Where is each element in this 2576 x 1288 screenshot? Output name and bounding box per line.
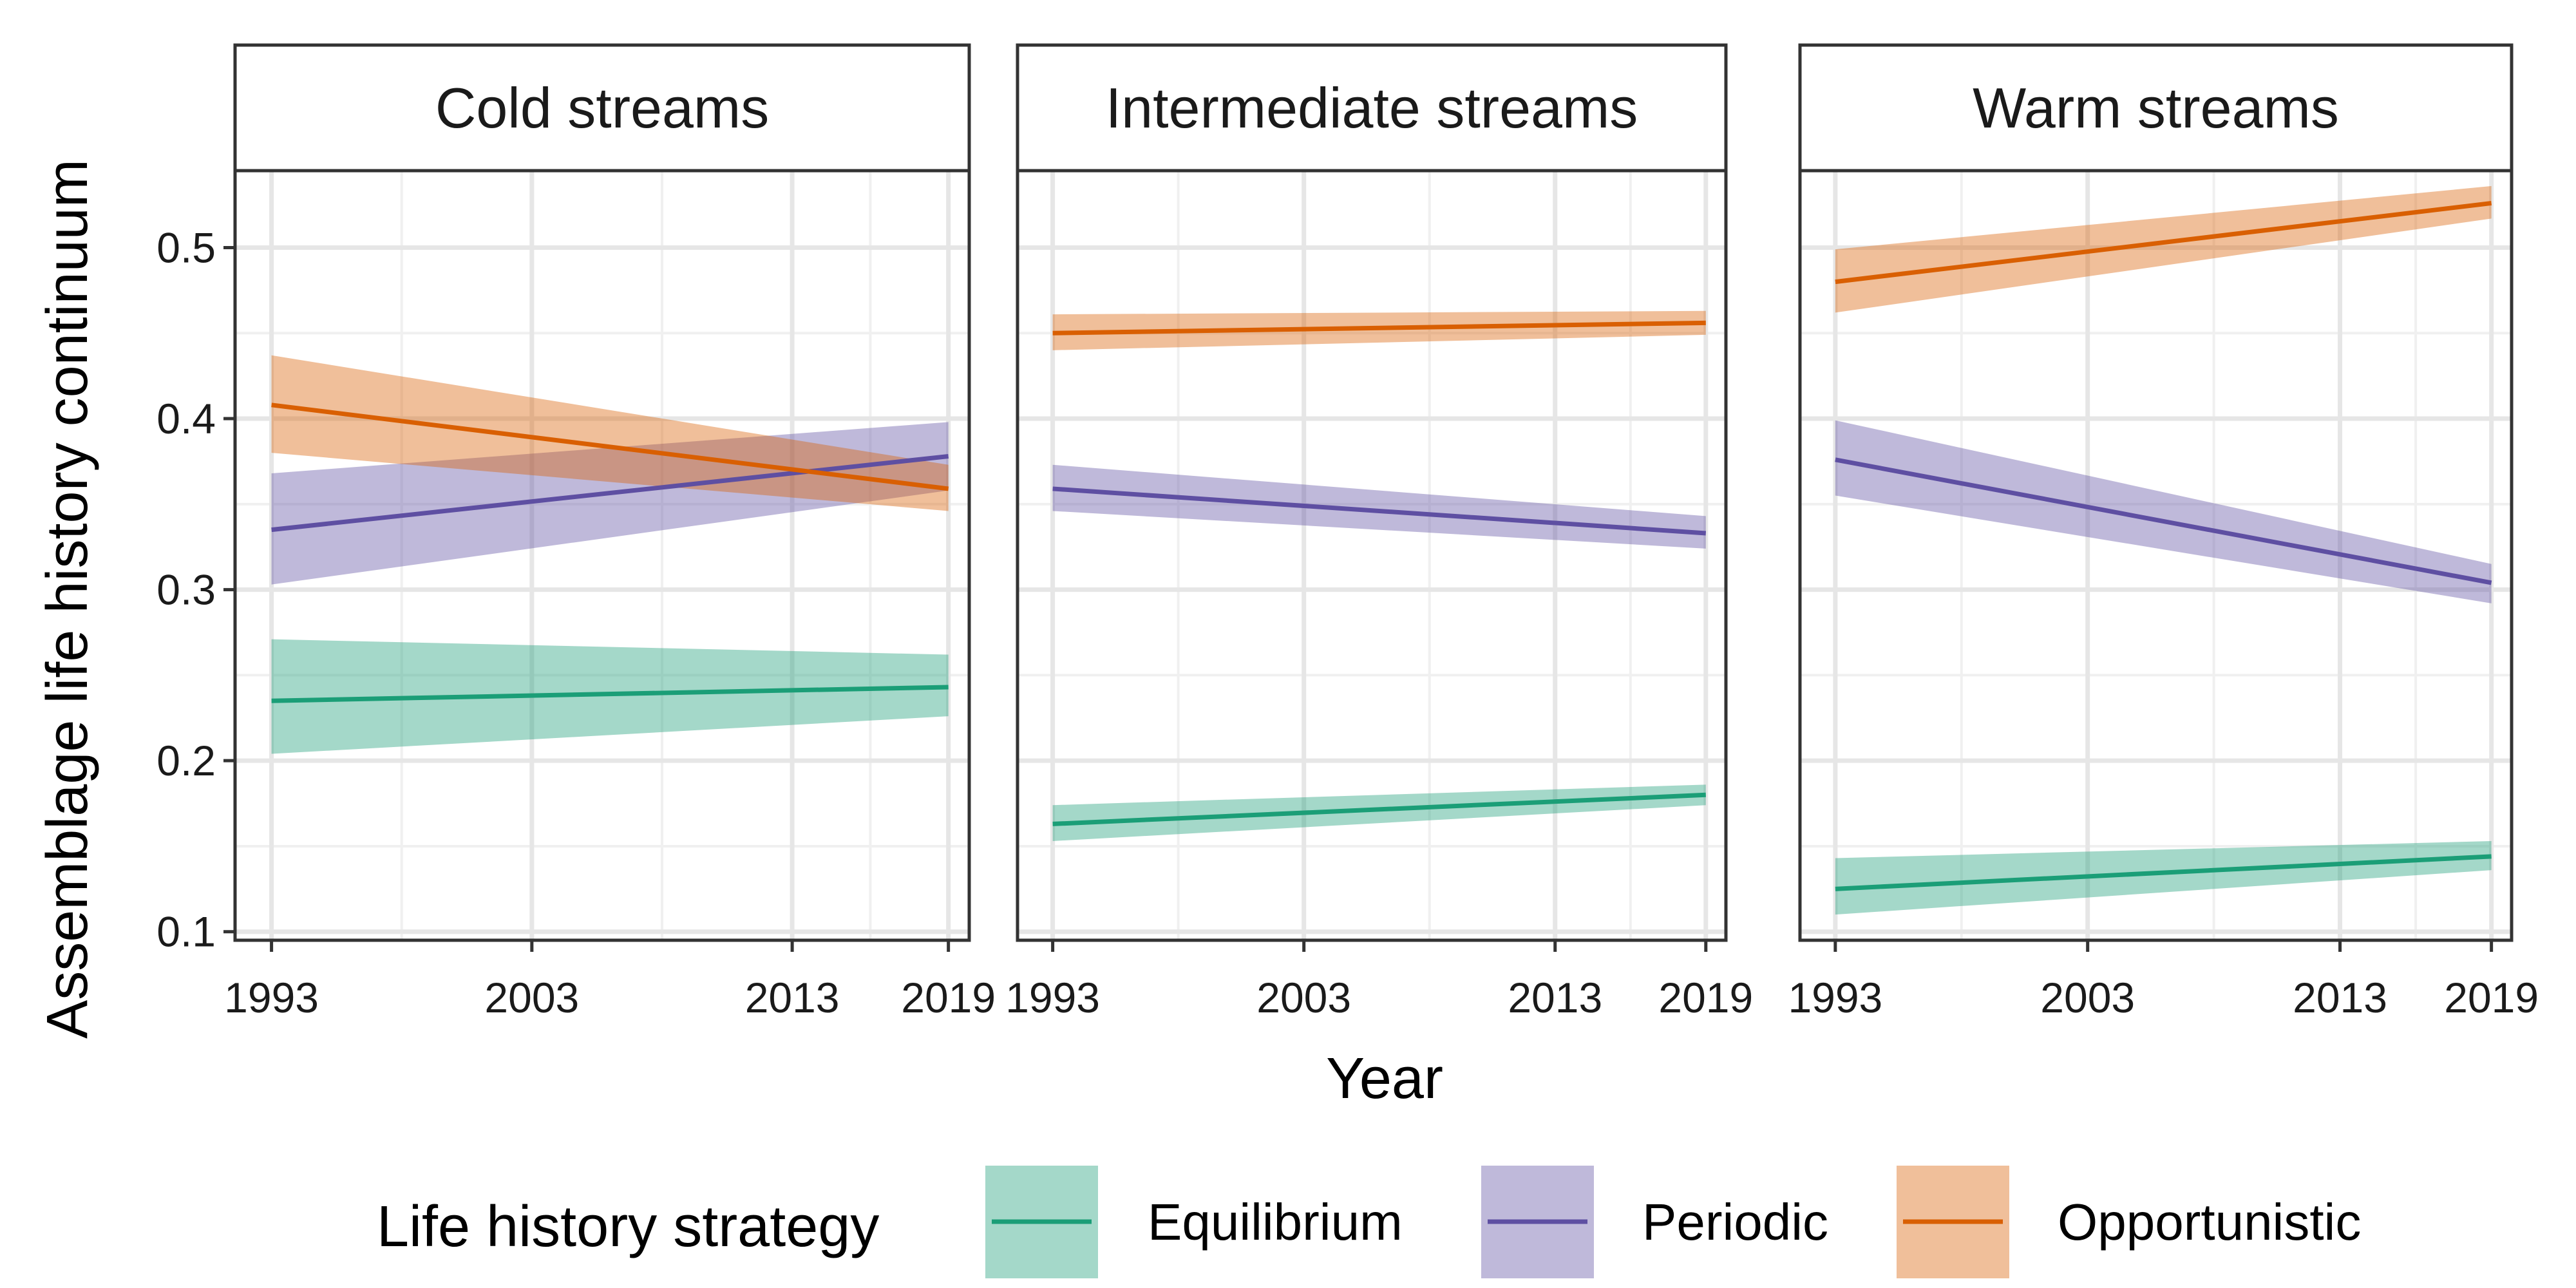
panel-title: Warm streams [1973,76,2339,140]
legend-item-periodic: Periodic [1481,1166,1828,1278]
legend-label: Periodic [1642,1193,1828,1251]
series-line-periodic [271,453,949,533]
panel-title: Intermediate streams [1106,76,1638,140]
panel-border [233,169,971,942]
panel-strip [233,43,971,173]
y-tick-label: 0.3 [156,566,216,614]
x-tick-label: 2003 [484,974,579,1021]
series-line-opportunistic [271,402,949,491]
legend-label: Opportunistic [2058,1193,2361,1251]
legend: Life history strategy Equilibrium Periodic… [377,1166,2361,1278]
y-tick-label: 0.4 [156,395,216,442]
panel-title: Cold streams [435,76,769,140]
y-axis: 0.1 0.2 0.3 0.4 0.5 [156,224,235,956]
x-tick-label: 2013 [745,974,840,1021]
series-line-periodic [1835,457,2492,585]
panel-background [1800,171,2512,940]
x-tick-label: 2019 [2444,974,2539,1021]
confidence-ribbon-opportunistic [1835,185,2492,313]
panel-1: Cold streams 1993 2003 2013 2019 [224,43,996,1021]
confidence-ribbon-opportunistic [271,355,949,511]
confidence-ribbon-periodic [1835,420,2492,603]
x-tick-label: 2013 [1508,974,1602,1021]
panel-border [1016,169,1728,942]
y-tick-label: 0.1 [156,908,216,956]
y-tick-label: 0.5 [156,224,216,272]
x-tick-label: 1993 [1788,974,1882,1021]
legend-item-equilibrium: Equilibrium [985,1166,1403,1278]
panel-2: Intermediate streams 1993 2003 2013 2019 [1005,43,1753,1021]
panel-3: Warm streams 1993 2003 2013 2019 [1788,43,2539,1021]
confidence-ribbon-periodic [271,422,949,585]
x-tick-label: 2003 [1256,974,1351,1021]
x-tick-label: 1993 [224,974,319,1021]
panel-border [1798,169,2514,942]
x-tick-label: 2003 [2040,974,2135,1021]
panel-strip [1798,43,2514,173]
legend-label: Equilibrium [1148,1193,1403,1251]
y-tick-label: 0.2 [156,737,216,784]
panel-strip [1016,43,1728,173]
series-line-opportunistic [1835,200,2492,285]
series-line-opportunistic [1052,320,1706,336]
x-tick-label: 1993 [1005,974,1100,1021]
confidence-ribbon-equilibrium [1052,784,1706,841]
series-line-equilibrium [1835,854,2492,891]
confidence-ribbon-equilibrium [1835,840,2492,915]
series-line-equilibrium [271,685,949,703]
confidence-ribbon-periodic [1052,464,1706,549]
y-axis-title: Assemblage life history continuum [35,159,100,1039]
legend-item-opportunistic: Opportunistic [1897,1166,2361,1278]
x-tick-label: 2019 [1658,974,1753,1021]
series-line-periodic [1052,486,1707,536]
confidence-ribbon-equilibrium [271,639,949,754]
x-tick-label: 2013 [2293,974,2387,1021]
x-axis-title: Year [1326,1046,1443,1111]
panel-background [235,171,969,940]
series-line-equilibrium [1052,792,1706,826]
confidence-ribbon-opportunistic [1052,310,1706,350]
legend-title: Life history strategy [377,1195,879,1259]
x-tick-label: 2019 [901,974,996,1021]
